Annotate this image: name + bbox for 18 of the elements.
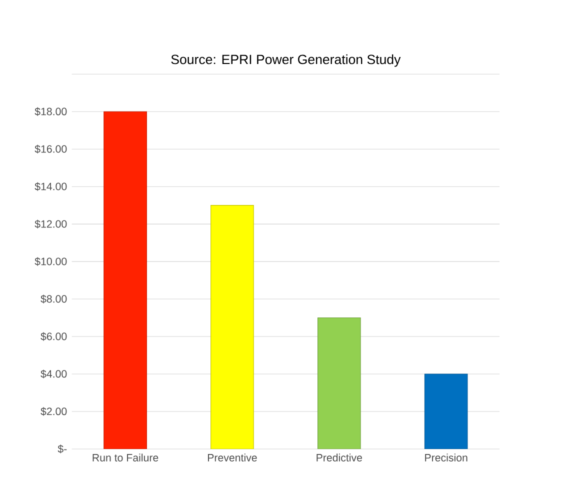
y-tick-label: $18.00	[34, 107, 67, 116]
y-tick-label: $12.00	[34, 220, 67, 228]
y-tick-label: $2.00	[40, 407, 67, 416]
bar	[424, 374, 468, 449]
y-tick-label: $16.00	[34, 144, 67, 154]
y-tick-label: $10.00	[34, 257, 67, 266]
chart-title: Source: EPRI Power Generation Study	[171, 54, 401, 67]
x-tick-label: Precision	[425, 454, 468, 462]
y-tick-label: $4.00	[40, 370, 67, 378]
x-tick-label: Predictive	[316, 454, 362, 462]
bar	[318, 318, 361, 449]
y-tick-label: $-	[58, 444, 67, 454]
y-tick-label: $6.00	[40, 332, 67, 341]
x-tick-label: Preventive	[208, 454, 257, 462]
y-tick-label: $14.00	[34, 182, 67, 191]
y-tick-label: $8.00	[40, 294, 67, 304]
x-tick-label: Run to Failure	[92, 454, 158, 462]
bar	[104, 111, 147, 449]
